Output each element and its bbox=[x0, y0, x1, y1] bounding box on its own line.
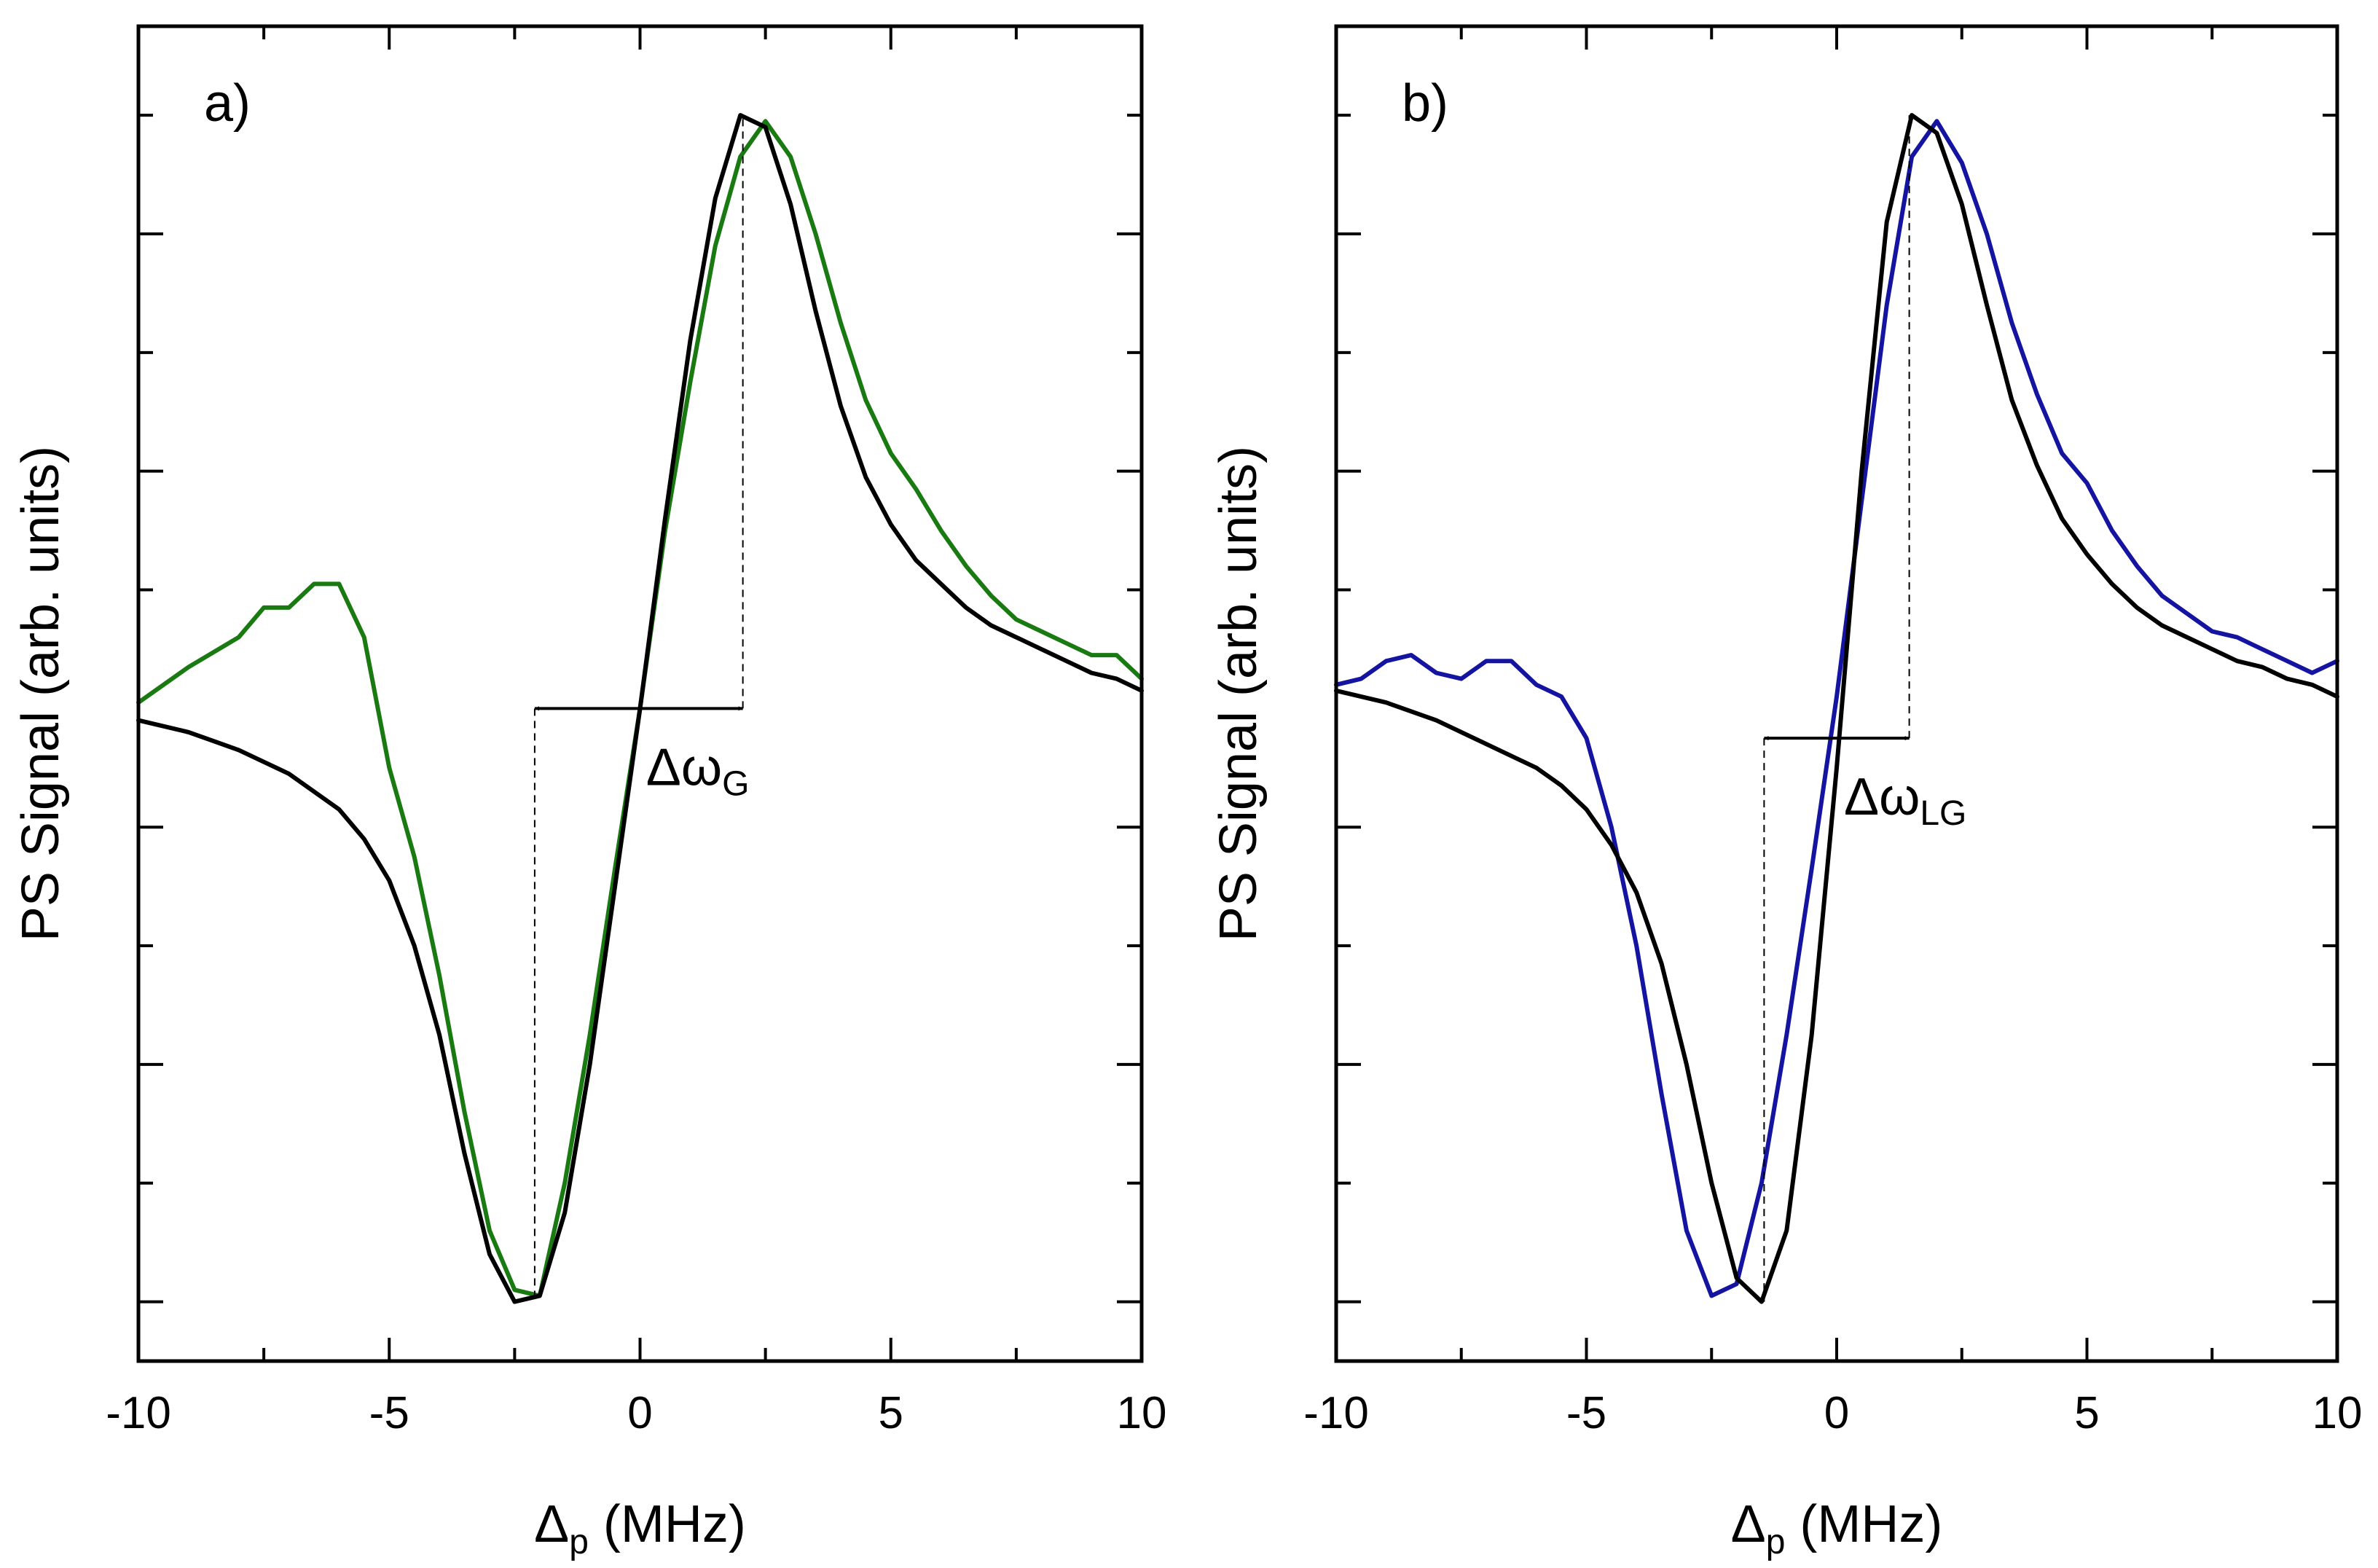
x-tick-label: -10 bbox=[1303, 1388, 1369, 1438]
y-axis-label: PS Signal (arb. units) bbox=[12, 446, 70, 941]
x-tick-label: -5 bbox=[369, 1388, 409, 1438]
width-annotation: ΔωG bbox=[646, 738, 750, 803]
x-tick-label: -5 bbox=[1566, 1388, 1606, 1438]
x-axis-label-main: Δ bbox=[1731, 1495, 1766, 1553]
width-annotation: ΔωLG bbox=[1844, 768, 1966, 833]
width-annotation-main: Δω bbox=[1844, 768, 1920, 826]
width-annotation-sub: LG bbox=[1920, 794, 1966, 833]
series-line-1 bbox=[1334, 119, 2339, 1298]
width-annotation-sub: G bbox=[722, 764, 749, 803]
x-axis-label-unit: (MHz) bbox=[1785, 1495, 1942, 1553]
x-axis-label-main: Δ bbox=[534, 1495, 569, 1553]
panel-a: -10 -5 0 5 10 a) PS Signal (arb. units) Δp (MHz… bbox=[12, 24, 1167, 1561]
series-line-2 bbox=[1334, 113, 2339, 1304]
x-tick-label: -10 bbox=[106, 1388, 171, 1438]
x-tick-label: 5 bbox=[2074, 1388, 2099, 1438]
series-line-2 bbox=[136, 113, 1144, 1304]
y-axis-label: PS Signal (arb. units) bbox=[1209, 446, 1268, 941]
x-axis-label: Δp (MHz) bbox=[1731, 1495, 1943, 1561]
x-tick-label: 10 bbox=[2312, 1388, 2363, 1438]
x-axis-label: Δp (MHz) bbox=[534, 1495, 746, 1561]
x-axis-label-sub: p bbox=[1766, 1523, 1786, 1561]
x-axis-label-unit: (MHz) bbox=[589, 1495, 746, 1553]
panel-label: b) bbox=[1402, 74, 1448, 133]
x-tick-label: 5 bbox=[879, 1388, 903, 1438]
panel-b: -10 -5 0 5 10 b) PS Signal (arb. units) Δp (MHz… bbox=[1209, 24, 2363, 1561]
x-tick-label: 0 bbox=[1824, 1388, 1849, 1438]
width-annotation-main: Δω bbox=[646, 738, 722, 796]
x-tick-label: 0 bbox=[627, 1388, 652, 1438]
x-tick-label: 10 bbox=[1117, 1388, 1167, 1438]
x-axis-label-sub: p bbox=[569, 1523, 589, 1561]
panel-label: a) bbox=[204, 74, 251, 133]
